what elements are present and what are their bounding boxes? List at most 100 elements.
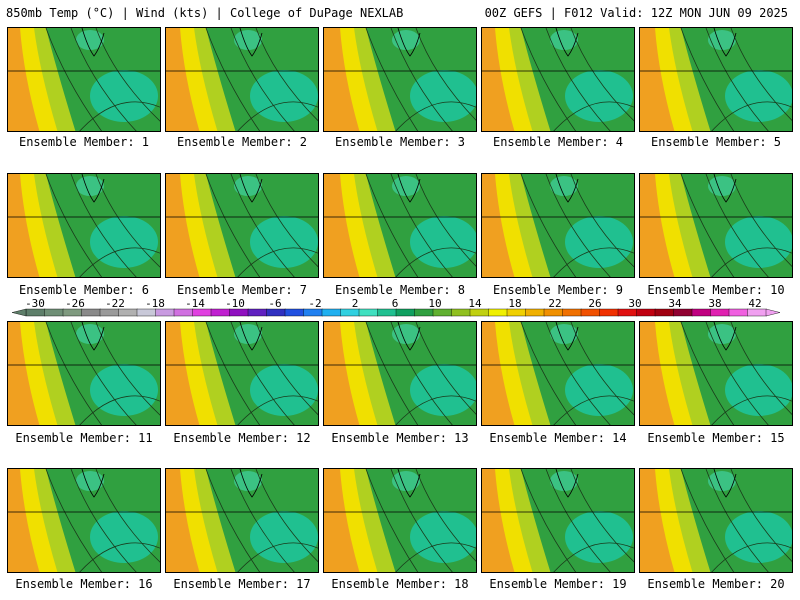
colorbar-swatch — [414, 308, 434, 317]
map-panel-member-10 — [639, 173, 793, 278]
member-label-10: Ensemble Member: 10 — [647, 283, 785, 297]
colorbar-tick-label: 14 — [468, 297, 482, 310]
map-panel-member-18 — [323, 468, 477, 573]
colorbar-swatch — [321, 308, 342, 317]
temperature-map-member-12 — [166, 322, 318, 425]
colorbar-swatch — [303, 308, 323, 317]
colorbar-swatch — [599, 308, 619, 317]
map-panel-member-14 — [481, 321, 635, 426]
colorbar-swatch — [25, 308, 46, 317]
colorbar-swatch — [377, 308, 397, 317]
map-panel-member-7 — [165, 173, 319, 278]
colorbar-swatch — [136, 308, 157, 317]
member-label-6: Ensemble Member: 6 — [18, 283, 150, 297]
member-label-8: Ensemble Member: 8 — [334, 283, 466, 297]
temperature-map-member-4 — [482, 28, 634, 131]
member-label-14: Ensemble Member: 14 — [489, 431, 627, 445]
colorbar-swatch — [617, 308, 638, 317]
member-label-1: Ensemble Member: 1 — [18, 135, 150, 149]
colorbar-swatch — [728, 308, 749, 317]
colorbar-swatch — [247, 308, 268, 317]
colorbar-swatch — [62, 308, 83, 317]
map-panel-member-16 — [7, 468, 161, 573]
colorbar-tick-label: 34 — [668, 297, 682, 310]
colorbar-tick-label: 18 — [508, 297, 521, 310]
member-label-5: Ensemble Member: 5 — [650, 135, 782, 149]
colorbar-swatch — [654, 308, 675, 317]
map-panel-member-1 — [7, 27, 161, 132]
colorbar-swatch — [469, 308, 490, 317]
temperature-map-member-1 — [8, 28, 160, 131]
map-panel-member-3 — [323, 27, 477, 132]
temperature-map-member-8 — [324, 174, 476, 277]
map-panel-member-13 — [323, 321, 477, 426]
colorbar-swatch — [99, 308, 120, 317]
map-panel-member-17 — [165, 468, 319, 573]
map-panel-member-6 — [7, 173, 161, 278]
member-label-17: Ensemble Member: 17 — [173, 577, 311, 591]
map-panel-member-15 — [639, 321, 793, 426]
temperature-map-member-13 — [324, 322, 476, 425]
colorbar-tick-label: -26 — [65, 297, 85, 310]
map-panel-member-2 — [165, 27, 319, 132]
temperature-map-member-7 — [166, 174, 318, 277]
colorbar-swatch — [44, 308, 64, 317]
colorbar-tick-label: 6 — [392, 297, 399, 310]
map-panel-member-8 — [323, 173, 477, 278]
temperature-map-member-16 — [8, 469, 160, 572]
map-panel-member-11 — [7, 321, 161, 426]
colorbar-tick-label: 38 — [708, 297, 721, 310]
colorbar-tick-label: -22 — [105, 297, 125, 310]
map-panel-member-12 — [165, 321, 319, 426]
temperature-map-member-15 — [640, 322, 792, 425]
colorbar-swatch — [266, 308, 286, 317]
colorbar-tick-label: 2 — [352, 297, 359, 310]
member-label-18: Ensemble Member: 18 — [331, 577, 469, 591]
member-label-13: Ensemble Member: 13 — [331, 431, 469, 445]
temperature-map-member-17 — [166, 469, 318, 572]
colorbar-swatch — [284, 308, 305, 317]
member-label-2: Ensemble Member: 2 — [176, 135, 308, 149]
temperature-map-member-10 — [640, 174, 792, 277]
temperature-map-member-20 — [640, 469, 792, 572]
colorbar-swatch — [118, 308, 138, 317]
colorbar-swatch — [488, 308, 508, 317]
map-panel-member-9 — [481, 173, 635, 278]
colorbar-swatch — [155, 308, 175, 317]
temperature-colorbar: -30 -26 -22 -18 -14 -10 -6 -2 2 6 10 14 18 22 26 30 34 38… — [0, 296, 800, 322]
colorbar-tick-label: 10 — [428, 297, 441, 310]
colorbar-swatch — [173, 308, 194, 317]
temperature-map-member-19 — [482, 469, 634, 572]
map-panel-member-19 — [481, 468, 635, 573]
member-label-19: Ensemble Member: 19 — [489, 577, 627, 591]
member-label-12: Ensemble Member: 12 — [173, 431, 311, 445]
temperature-map-member-6 — [8, 174, 160, 277]
temperature-map-member-5 — [640, 28, 792, 131]
map-panel-member-4 — [481, 27, 635, 132]
colorbar-swatch — [691, 308, 712, 317]
colorbar-left-arrow — [11, 308, 27, 317]
temperature-map-member-9 — [482, 174, 634, 277]
colorbar-swatch — [432, 308, 453, 317]
colorbar-swatch — [580, 308, 601, 317]
colorbar-tick-label: -18 — [145, 297, 165, 310]
colorbar-tick-label: -30 — [25, 297, 45, 310]
colorbar-swatch — [747, 308, 767, 317]
colorbar-swatch — [543, 308, 564, 317]
colorbar-swatch — [710, 308, 730, 317]
temperature-map-member-11 — [8, 322, 160, 425]
header-title-right: 00Z GEFS | F012 Valid: 12Z MON JUN 09 20… — [484, 6, 788, 20]
colorbar-right-arrow — [765, 308, 781, 317]
member-label-9: Ensemble Member: 9 — [492, 283, 624, 297]
member-label-3: Ensemble Member: 3 — [334, 135, 466, 149]
map-panel-member-20 — [639, 468, 793, 573]
colorbar-swatch — [562, 308, 582, 317]
map-panel-member-5 — [639, 27, 793, 132]
temperature-map-member-18 — [324, 469, 476, 572]
member-label-16: Ensemble Member: 16 — [15, 577, 153, 591]
temperature-map-member-3 — [324, 28, 476, 131]
colorbar-tick-label: 22 — [548, 297, 561, 310]
member-label-4: Ensemble Member: 4 — [492, 135, 624, 149]
temperature-map-member-14 — [482, 322, 634, 425]
colorbar-swatch — [210, 308, 231, 317]
